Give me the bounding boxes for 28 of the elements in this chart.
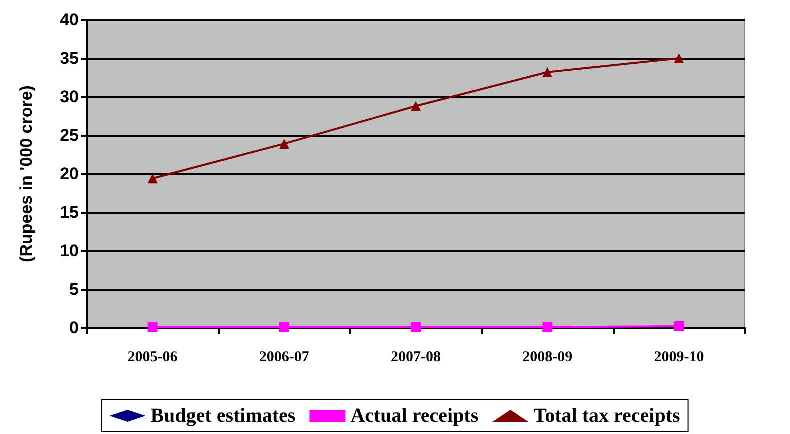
y-tick-label: 35 (60, 49, 79, 68)
point (411, 322, 421, 332)
legend-label: Actual receipts (350, 405, 479, 427)
point (148, 322, 158, 332)
x-tick-label: 2009-10 (654, 350, 704, 366)
point (148, 174, 158, 184)
point (542, 322, 553, 332)
point (279, 322, 290, 332)
y-tick-label: 5 (70, 280, 79, 299)
x-tick-label: 2006-07 (259, 350, 310, 366)
legend-label: Total tax receipts (534, 405, 680, 427)
y-tick-label: 20 (60, 164, 79, 184)
point (542, 67, 553, 78)
y-tick-label: 25 (60, 126, 79, 145)
x-tick-label: 2007-08 (391, 350, 441, 366)
point (674, 54, 684, 64)
y-tick-label: 15 (60, 203, 79, 222)
legend-label: Budget estimates (150, 405, 296, 427)
point (674, 321, 684, 332)
x-tick-label: 2008-09 (522, 350, 573, 366)
y-tick-label: 40 (60, 10, 79, 30)
y-tick-label: 0 (70, 318, 79, 338)
y-axis-title: (Rupees in '000 crore) (17, 86, 36, 262)
x-tick-label: 2005-06 (128, 350, 178, 366)
y-tick-label: 10 (60, 242, 79, 260)
y-tick-label: 30 (60, 88, 79, 106)
point (411, 101, 421, 112)
point (279, 138, 290, 149)
